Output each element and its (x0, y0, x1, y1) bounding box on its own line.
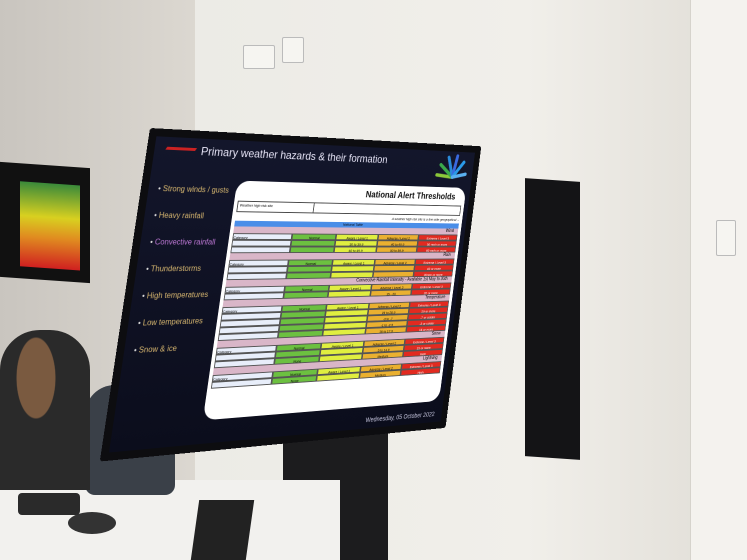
bullet-item: Convective rainfall (149, 238, 233, 247)
bullet-item: Strong winds / gusts (157, 184, 240, 195)
table-cell: 15 - 20 (370, 289, 412, 297)
presentation-slide: Primary weather hazards & their formatio… (108, 136, 475, 453)
mouse (68, 512, 116, 534)
network-rail-logo (159, 146, 198, 159)
slide-date: Wednesday, 05 October 2022 (365, 411, 435, 425)
alert-thresholds-document: National Alert Thresholds Weather high r… (202, 180, 467, 421)
table-cell: Medium (359, 369, 402, 379)
person (0, 330, 90, 490)
table-cell (327, 290, 372, 298)
main-display: Primary weather hazards & their formatio… (99, 128, 482, 462)
bullet-item: Thunderstorms (145, 264, 229, 274)
table-cell (286, 272, 332, 280)
wall-switch (716, 220, 736, 256)
table-cell (290, 246, 335, 254)
table-row: 40 to 49.9 50 to 59.9 60 mph or more (230, 246, 457, 254)
table-cell (230, 246, 291, 254)
table-cell (283, 291, 329, 299)
table-cell (226, 272, 288, 281)
phone (18, 493, 80, 515)
table-cell (316, 372, 361, 382)
table-row: 30 to 39.9 40 to 49.9 50 mph or more (231, 239, 457, 247)
table-cell (231, 239, 292, 247)
speaker (525, 178, 580, 460)
keyboard (190, 500, 255, 560)
thresholds-table: Wind Category Normal Aware / Level 1 Adverse… (210, 226, 459, 389)
bullet-item: High temperatures (141, 290, 226, 301)
slide-title: Primary weather hazards & their formatio… (200, 144, 389, 166)
table-cell: 50 to 59.9 (376, 246, 418, 253)
table-cell: 40 to 49.9 (334, 246, 377, 253)
wall-pillar (690, 0, 747, 560)
burst-logo-icon (431, 152, 470, 179)
bullet-item: Low temperatures (137, 316, 222, 328)
bullet-item: Heavy rainfall (153, 211, 237, 221)
wall-switch (282, 37, 304, 63)
table-cell: High (400, 367, 441, 376)
header-label: Weather high risk site (237, 201, 315, 213)
background-monitor (0, 161, 90, 284)
bullet-item: Snow & ice (133, 342, 218, 355)
wall-socket (243, 45, 275, 69)
